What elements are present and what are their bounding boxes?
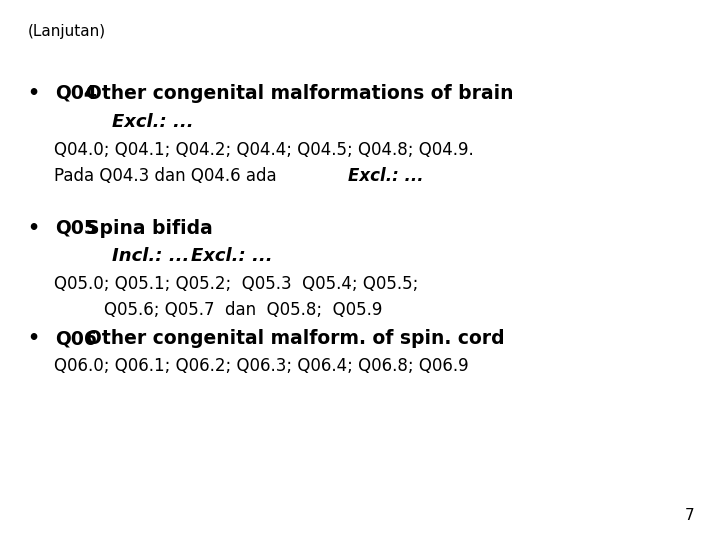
Text: •: • [27,329,40,348]
Text: Excl.: ...: Excl.: ... [191,247,272,265]
Text: Q04.0; Q04.1; Q04.2; Q04.4; Q04.5; Q04.8; Q04.9.: Q04.0; Q04.1; Q04.2; Q04.4; Q04.5; Q04.8… [54,141,474,159]
Text: Q05: Q05 [55,219,96,238]
Text: Other congenital malform. of spin. cord: Other congenital malform. of spin. cord [86,329,505,348]
Text: Incl.: ...: Incl.: ... [112,247,189,265]
Text: Q05.0; Q05.1; Q05.2;  Q05.3  Q05.4; Q05.5;: Q05.0; Q05.1; Q05.2; Q05.3 Q05.4; Q05.5; [54,275,418,293]
Text: •: • [27,84,40,103]
Text: Excl.: ...: Excl.: ... [112,113,193,131]
Text: 7: 7 [685,508,695,523]
Text: Q04: Q04 [55,84,96,103]
Text: (Lanjutan): (Lanjutan) [27,24,106,39]
Text: Q05.6; Q05.7  dan  Q05.8;  Q05.9: Q05.6; Q05.7 dan Q05.8; Q05.9 [104,301,383,319]
Text: Pada Q04.3 dan Q04.6 ada: Pada Q04.3 dan Q04.6 ada [54,167,282,185]
Text: •: • [27,219,40,238]
Text: Q06: Q06 [55,329,96,348]
Text: Excl.: ...: Excl.: ... [348,167,423,185]
Text: Q06.0; Q06.1; Q06.2; Q06.3; Q06.4; Q06.8; Q06.9: Q06.0; Q06.1; Q06.2; Q06.3; Q06.4; Q06.8… [54,357,469,375]
Text: Other congenital malformations of brain: Other congenital malformations of brain [86,84,514,103]
Text: Spina bifida: Spina bifida [86,219,213,238]
